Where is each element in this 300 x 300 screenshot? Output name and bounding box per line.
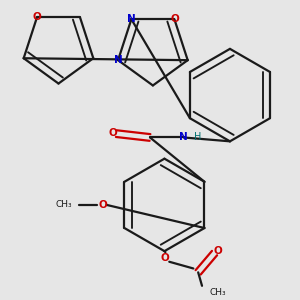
Text: N: N [179, 133, 188, 142]
Text: N: N [127, 14, 136, 24]
Text: CH₃: CH₃ [210, 288, 226, 297]
Text: CH₃: CH₃ [56, 200, 72, 209]
Text: O: O [170, 14, 179, 24]
Text: O: O [160, 253, 169, 263]
Text: N: N [114, 55, 122, 65]
Text: O: O [108, 128, 117, 138]
Text: O: O [33, 12, 41, 22]
Text: H: H [194, 133, 201, 142]
Text: O: O [98, 200, 107, 210]
Text: O: O [213, 246, 222, 256]
